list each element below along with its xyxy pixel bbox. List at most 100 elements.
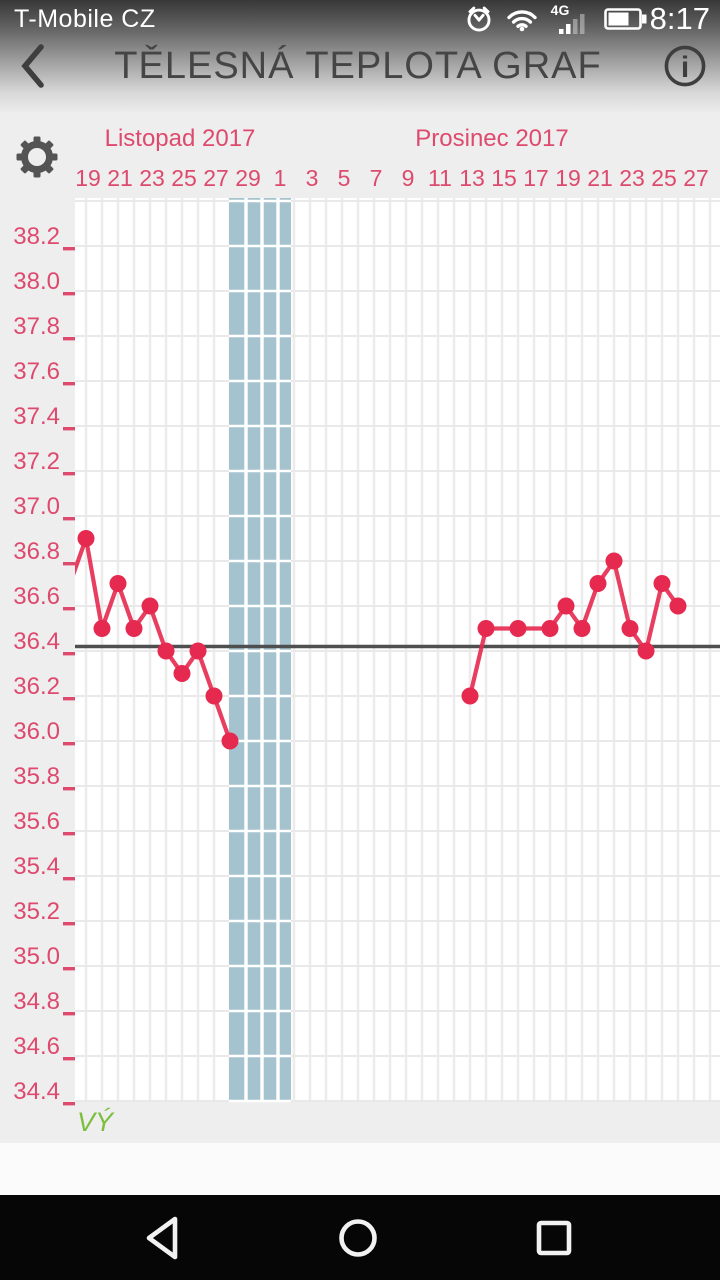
y-axis: 38.2 38.0 37.8 37.6 37.4 37.2 37.0 36.8 36.6 36.4… [13, 223, 75, 1106]
y-tick-mark [63, 787, 75, 791]
y-tick-label: 35.0 [13, 943, 60, 970]
bottom-spacer [0, 1143, 720, 1195]
y-tick-mark [63, 877, 75, 881]
y-tick-label: 35.6 [13, 808, 60, 835]
page-title: TĚLESNÁ TEPLOTA GRAF [114, 44, 602, 87]
data-point[interactable] [621, 620, 639, 637]
y-tick-label: 38.2 [13, 223, 60, 250]
month-label: Prosinec 2017 [415, 125, 568, 152]
data-point[interactable] [605, 552, 623, 570]
y-tick-label: 37.4 [13, 403, 60, 430]
highlight-band [229, 198, 291, 1103]
data-point[interactable] [189, 642, 207, 660]
y-tick-label: 37.2 [13, 448, 60, 475]
day-tick-label: 23 [619, 165, 645, 191]
month-label: Listopad 2017 [105, 125, 256, 152]
day-tick-label: 17 [523, 165, 549, 191]
alarm-clock-icon [467, 6, 491, 32]
day-tick-label: 13 [459, 165, 485, 191]
data-point[interactable] [589, 575, 607, 592]
y-tick-mark [63, 382, 75, 386]
day-tick-label: 29 [235, 165, 261, 191]
data-point[interactable] [157, 642, 175, 660]
day-tick-label: 7 [370, 165, 383, 191]
y-tick-mark [63, 832, 75, 836]
day-tick-label: 19 [555, 165, 581, 191]
data-point[interactable] [125, 620, 143, 637]
data-point[interactable] [573, 620, 591, 637]
y-tick-label: 34.6 [13, 1033, 60, 1060]
x-axis: 19 21 23 25 27 29 1 3 5 7 9 11 13 15 17 19 21 23 25 27Listo… [75, 125, 709, 191]
data-point[interactable] [141, 597, 159, 615]
back-chevron-icon [21, 44, 44, 88]
data-point[interactable] [637, 642, 655, 660]
y-tick-mark [63, 1102, 75, 1106]
cellular-signal-icon: 4G [550, 2, 591, 34]
y-tick-label: 34.4 [13, 1078, 60, 1105]
day-tick-label: 3 [306, 165, 319, 191]
day-tick-label: 1 [274, 165, 287, 191]
y-tick-mark [63, 472, 75, 476]
nav-back-button[interactable] [132, 1195, 192, 1280]
day-tick-label: 27 [203, 165, 229, 191]
back-button[interactable] [0, 36, 66, 96]
y-tick-mark [63, 742, 75, 746]
home-circle-icon [339, 1218, 377, 1257]
data-point[interactable] [669, 597, 687, 615]
y-tick-label: 36.2 [13, 673, 60, 700]
y-tick-label: 37.6 [13, 358, 60, 385]
day-tick-label: 15 [491, 165, 517, 191]
data-point[interactable] [541, 620, 559, 637]
y-tick-label: 38.0 [13, 268, 60, 295]
y-tick-mark [63, 562, 75, 566]
data-point[interactable] [509, 620, 527, 637]
y-tick-mark [63, 517, 75, 521]
day-tick-label: 5 [338, 165, 351, 191]
status-bar: T-Mobile CZ 4G [0, 0, 720, 38]
data-point[interactable] [173, 665, 191, 682]
data-point[interactable] [205, 687, 223, 705]
y-tick-label: 35.4 [13, 853, 60, 880]
day-tick-label: 21 [107, 165, 133, 191]
info-button[interactable]: i [650, 36, 720, 96]
carrier-label: T-Mobile CZ [14, 4, 156, 33]
y-tick-label: 35.2 [13, 898, 60, 925]
battery-icon [603, 8, 647, 30]
chart-note: VÝ [77, 1107, 115, 1137]
temperature-chart: 38.2 38.0 37.8 37.6 37.4 37.2 37.0 36.8 36.6 36.4… [13, 125, 720, 1137]
info-icon: i [664, 45, 706, 87]
data-point[interactable] [77, 530, 95, 547]
y-tick-mark [63, 247, 75, 251]
data-point[interactable] [221, 732, 239, 750]
clock-time: 8:17 [649, 1, 710, 36]
y-tick-mark [63, 292, 75, 296]
back-triangle-icon [146, 1216, 178, 1259]
day-tick-label: 23 [139, 165, 165, 191]
data-point[interactable] [653, 575, 671, 592]
data-point[interactable] [461, 687, 479, 705]
y-tick-label: 34.8 [13, 988, 60, 1015]
y-tick-label: 35.8 [13, 763, 60, 790]
y-tick-mark [63, 967, 75, 971]
day-tick-label: 27 [683, 165, 709, 191]
grid-horizontal [75, 200, 720, 1102]
y-tick-mark [63, 1057, 75, 1061]
network-type-label: 4G [550, 2, 570, 18]
data-point[interactable] [109, 575, 127, 592]
data-point[interactable] [477, 620, 495, 637]
y-tick-mark [63, 697, 75, 701]
y-tick-label: 37.0 [13, 493, 60, 520]
temperature-series [75, 530, 687, 750]
navigation-bar [0, 1195, 720, 1280]
day-tick-label: 19 [75, 165, 101, 191]
plot-area [75, 198, 720, 1103]
app-header: TĚLESNÁ TEPLOTA GRAF i [0, 36, 720, 96]
y-tick-label: 36.6 [13, 583, 60, 610]
nav-recents-button[interactable] [524, 1195, 584, 1280]
y-tick-mark [63, 607, 75, 611]
nav-home-button[interactable] [328, 1195, 388, 1280]
data-point[interactable] [557, 597, 575, 615]
data-point[interactable] [93, 620, 111, 637]
settings-gear-icon[interactable] [16, 136, 58, 178]
